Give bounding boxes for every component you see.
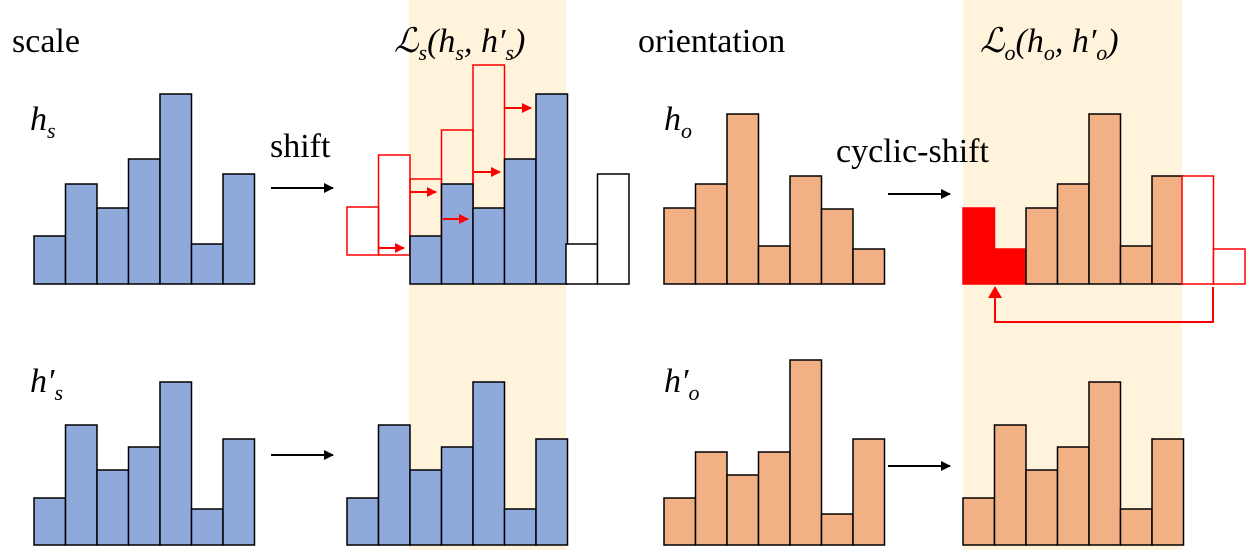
loss-s-arg1-sub: s xyxy=(455,40,464,65)
bar-empty xyxy=(596,173,630,285)
loss-o-sub: o xyxy=(1005,40,1016,65)
cyclic-wrap-arrowhead xyxy=(988,286,1002,298)
bar-wrapped xyxy=(962,207,996,285)
loss-o-symbol: ℒ xyxy=(980,23,1006,60)
bar-h-o xyxy=(852,248,886,285)
h-s-prime-label: h′s xyxy=(30,363,63,405)
bar-wrapped xyxy=(993,248,1027,285)
bar-h-s-prime-copy xyxy=(409,469,443,546)
bar-h-o xyxy=(663,207,697,285)
bar-cyclic-empty xyxy=(1212,248,1246,285)
loss-s-open: (h xyxy=(427,23,455,60)
bar-h-s xyxy=(64,183,98,285)
bar-h-s-prime-copy xyxy=(440,446,474,546)
bar-h-s-prime-copy xyxy=(503,508,537,546)
h-o-prime-label: h′o xyxy=(664,363,699,405)
bar-h-s-prime xyxy=(127,446,161,546)
bar-empty xyxy=(565,243,599,285)
bar-h-s xyxy=(222,173,256,285)
bar-h-s-in-band xyxy=(472,207,506,285)
bar-h-o xyxy=(757,245,791,285)
bar-h-s-prime xyxy=(64,424,98,546)
bar-h-o-prime-copy xyxy=(962,497,996,546)
orientation-heading: orientation xyxy=(638,23,785,60)
bar-h-s xyxy=(96,207,130,285)
bar-h-o-prime xyxy=(852,438,886,546)
bar-h-s-prime xyxy=(159,381,193,546)
bar-h-o-shifted xyxy=(1025,207,1059,285)
bar-h-o-shifted xyxy=(1151,175,1185,285)
histogram-bars xyxy=(33,64,1246,546)
h-o-label: ho xyxy=(664,101,692,143)
loss-s-sep: , h′ xyxy=(464,23,506,60)
bar-h-o-prime xyxy=(726,474,760,546)
bar-h-s-in-band xyxy=(440,183,474,285)
bar-h-o-prime xyxy=(663,497,697,546)
bar-h-s-prime-copy xyxy=(377,424,411,546)
bar-cyclic-empty xyxy=(1181,175,1215,285)
bar-h-s-prime xyxy=(222,438,256,546)
shift-label: shift xyxy=(270,128,331,165)
bar-h-s-in-band xyxy=(409,235,443,285)
loss-o-arg2-sub: o xyxy=(1096,40,1107,65)
scale-shift-indicators xyxy=(379,103,532,253)
cyclic-wrap-path xyxy=(994,287,1214,323)
bar-h-o-shifted xyxy=(1088,113,1122,285)
bar-h-o-prime-copy xyxy=(1088,381,1122,546)
bar-h-s-prime-copy xyxy=(472,381,506,546)
bar-h-o-prime-copy xyxy=(1025,469,1059,546)
bar-h-s-prime-copy xyxy=(346,497,380,546)
bar-h-s-in-band xyxy=(503,158,537,285)
loss-s-sub: s xyxy=(419,40,428,65)
loss-o-arg1-sub: o xyxy=(1044,40,1055,65)
bar-h-s-prime-copy xyxy=(535,438,569,546)
loss-o-open: (h xyxy=(1016,23,1044,60)
bar-h-o-prime-copy xyxy=(993,424,1027,546)
bar-h-s-prime xyxy=(33,497,67,546)
scale-heading: scale xyxy=(12,23,80,60)
bar-h-o-prime-copy xyxy=(1151,438,1185,546)
bar-h-o xyxy=(726,113,760,285)
bar-h-s xyxy=(127,158,161,285)
bar-h-s-prime xyxy=(190,508,224,546)
bar-h-o xyxy=(694,183,728,285)
loss-o-sep: , h′ xyxy=(1055,23,1097,60)
bar-h-o-prime xyxy=(694,451,728,546)
bar-h-o xyxy=(820,208,854,285)
loss-s-arg2-sub: s xyxy=(505,40,514,65)
bar-h-o xyxy=(789,175,823,285)
bar-h-o-shifted xyxy=(1056,183,1090,285)
bar-h-s-prime xyxy=(96,469,130,546)
bar-h-s-shifted-outline xyxy=(377,154,411,256)
loss-s-close: ) xyxy=(512,23,525,60)
bar-h-s-shifted-outline xyxy=(346,206,380,256)
bar-h-s xyxy=(33,235,67,285)
bar-h-o-prime xyxy=(820,513,854,546)
bar-h-o-prime-copy xyxy=(1119,508,1153,546)
bar-h-s xyxy=(159,93,193,285)
bar-h-o-prime xyxy=(789,359,823,546)
loss-o-formula: ℒo(ho, h′o) xyxy=(980,23,1119,65)
bar-h-s-in-band xyxy=(535,93,569,285)
bar-h-o-prime-copy xyxy=(1056,446,1090,546)
h-s-label: hs xyxy=(30,101,56,143)
bar-h-o-shifted xyxy=(1119,245,1153,285)
loss-o-close: ) xyxy=(1105,23,1118,60)
cyclic-shift-label: cyclic-shift xyxy=(836,133,989,170)
bar-h-o-prime xyxy=(757,451,791,546)
loss-s-formula: ℒs(hs, h′s) xyxy=(394,23,525,65)
loss-s-symbol: ℒ xyxy=(394,23,420,60)
bar-h-s xyxy=(190,243,224,285)
